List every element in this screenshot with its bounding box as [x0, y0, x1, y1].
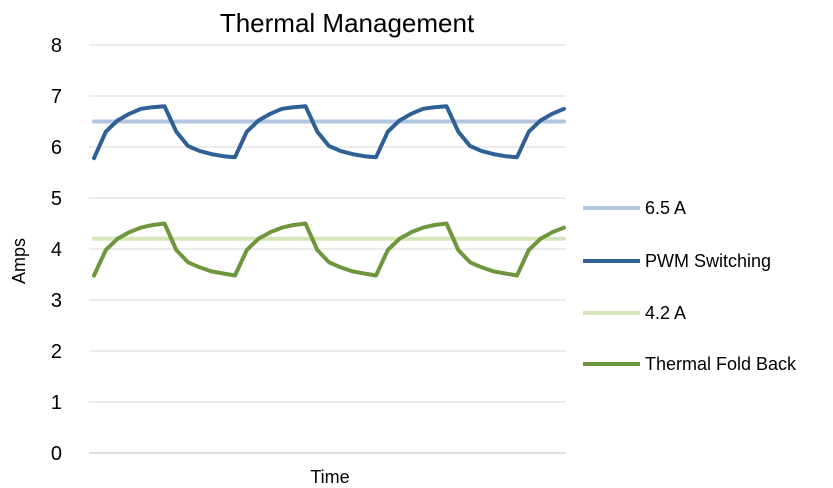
gridlines — [89, 44, 566, 454]
legend-label-thermal-fold-back: Thermal Fold Back — [645, 354, 797, 374]
legend: 6.5 A PWM Switching 4.2 A Thermal Fold Back — [583, 198, 797, 374]
y-tick-label: 3 — [51, 290, 62, 312]
legend-label-pwm-switching: PWM Switching — [645, 251, 771, 271]
y-tick-label: 6 — [51, 137, 62, 159]
legend-label-6-5-a: 6.5 A — [645, 198, 686, 218]
y-tick-label: 5 — [51, 188, 62, 210]
y-tick-labels: 0 1 2 3 4 5 6 7 8 — [51, 35, 62, 465]
series-line-pwm-switching — [92, 104, 566, 161]
series-line-thermal-fold-back — [92, 221, 566, 278]
y-tick-label: 4 — [51, 239, 62, 261]
y-tick-label: 7 — [51, 86, 62, 108]
legend-label-4-2-a: 4.2 A — [645, 303, 686, 323]
chart-title: Thermal Management — [220, 8, 475, 38]
y-tick-label: 2 — [51, 341, 62, 363]
y-tick-label: 1 — [51, 392, 62, 414]
series-lines — [92, 104, 566, 278]
y-tick-label: 8 — [51, 35, 62, 57]
y-axis-title: Amps — [9, 238, 29, 284]
y-tick-label: 0 — [51, 443, 62, 465]
x-axis-title: Time — [310, 467, 349, 487]
